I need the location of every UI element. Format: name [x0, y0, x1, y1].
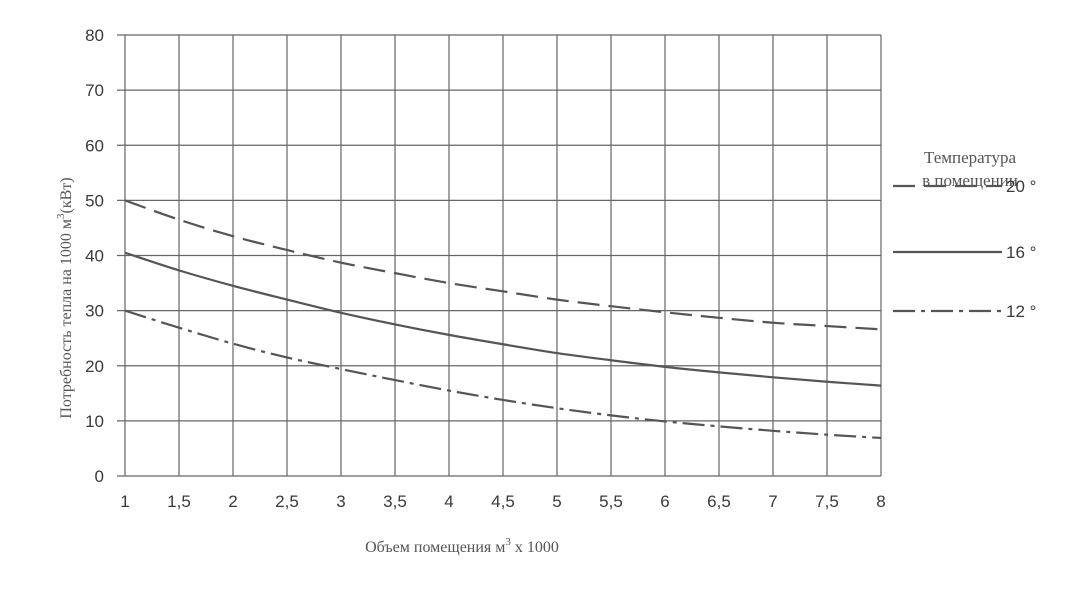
- legend-title-line-2: в помещении: [922, 171, 1018, 190]
- y-axis-label: Потребность тепла на 1000 м3(кВт): [55, 177, 75, 418]
- x-tick-label: 1: [120, 492, 129, 511]
- x-tick-label: 4,5: [491, 492, 515, 511]
- x-tick-labels: 1 1,5 2 2,5 3 3,5 4 4,5 5 5,5 6 6,5 7 7,5 8: [120, 492, 885, 511]
- x-axis-label: Объем помещения м3 x 1000: [365, 536, 559, 556]
- x-tick-label: 1,5: [167, 492, 191, 511]
- x-tick-label: 3,5: [383, 492, 407, 511]
- y-tick-label: 70: [85, 81, 104, 100]
- x-tick-label: 6: [660, 492, 669, 511]
- y-tick-label: 80: [85, 26, 104, 45]
- y-tick-label: 30: [85, 302, 104, 321]
- series-line-1: [124, 199, 882, 331]
- series-line-3: [124, 309, 882, 440]
- x-tick-label: 5,5: [599, 492, 623, 511]
- x-tick-label: 2: [228, 492, 237, 511]
- legend-label-1: 20 °: [1006, 177, 1036, 196]
- legend-label-3: 12 °: [1006, 302, 1036, 321]
- x-tick-label: 7: [768, 492, 777, 511]
- x-tick-label: 2,5: [275, 492, 299, 511]
- legend-label-2: 16 °: [1006, 243, 1036, 262]
- series-line-2: [124, 251, 882, 387]
- x-tick-label: 6,5: [707, 492, 731, 511]
- grid: [117, 34, 882, 477]
- y-tick-label: 60: [85, 136, 104, 155]
- legend-title-line-1: Температура: [924, 148, 1016, 167]
- legend-items: 20 ° 16 ° 12 °: [893, 177, 1036, 321]
- x-tick-label: 5: [552, 492, 561, 511]
- y-tick-labels: 0 10 20 30 40 50 60 70 80: [85, 26, 104, 486]
- y-tick-label: 50: [85, 191, 104, 210]
- y-tick-label: 20: [85, 357, 104, 376]
- y-tick-label: 10: [85, 412, 104, 431]
- x-tick-label: 8: [876, 492, 885, 511]
- legend: Температура в помещении 20 ° 16 ° 12 °: [893, 148, 1036, 321]
- x-tick-label: 3: [336, 492, 345, 511]
- series-lines: [124, 199, 882, 440]
- y-tick-label: 0: [95, 467, 104, 486]
- x-tick-label: 7,5: [815, 492, 839, 511]
- x-tick-label: 4: [444, 492, 453, 511]
- y-tick-label: 40: [85, 247, 104, 266]
